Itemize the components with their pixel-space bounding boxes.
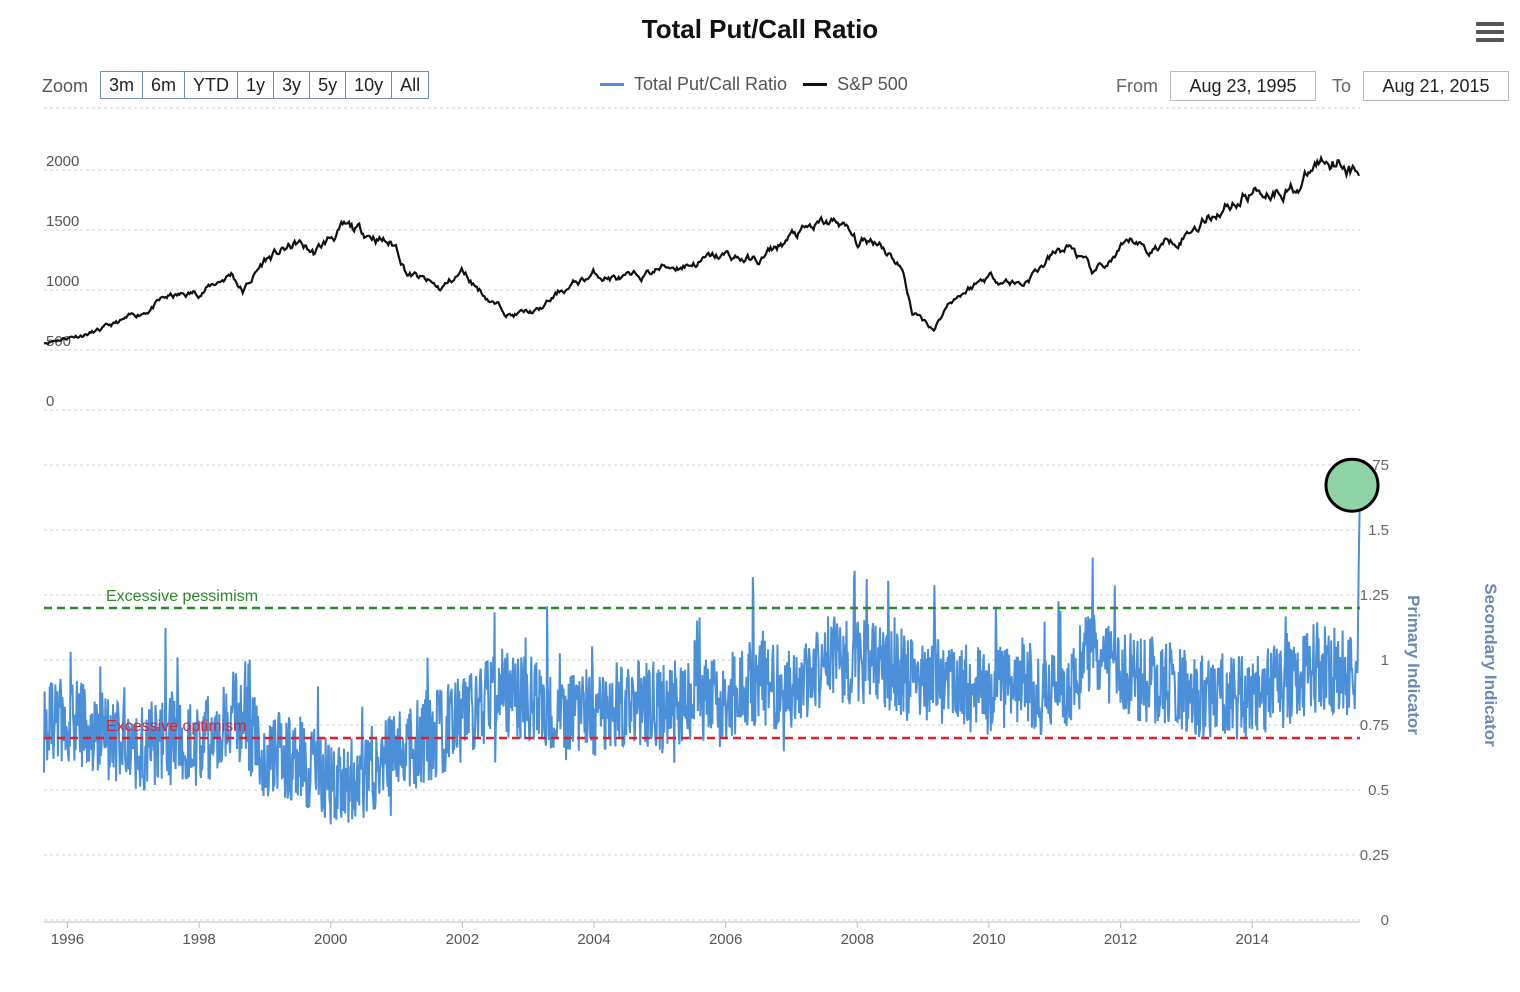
zoom-5y-button[interactable]: 5y	[310, 72, 347, 98]
zoom-all-button[interactable]: All	[392, 72, 429, 98]
menu-bar	[1476, 38, 1504, 42]
menu-bar	[1476, 22, 1504, 26]
zoom-6m-button[interactable]: 6m	[143, 72, 186, 98]
y-tick-label-ratio: 0.75	[1360, 717, 1389, 734]
y-tick-label-sp500: 1500	[46, 213, 79, 230]
chart-title: Total Put/Call Ratio	[641, 14, 879, 44]
y-tick-label-ratio: 0.25	[1360, 847, 1389, 864]
zoom-3y-button[interactable]: 3y	[274, 72, 311, 98]
x-tick-label: 2004	[577, 931, 610, 948]
zoom-1y-button[interactable]: 1y	[238, 72, 275, 98]
legend-item-put-call[interactable]: Total Put/Call Ratio	[600, 74, 787, 95]
legend-item-sp500[interactable]: S&P 500	[803, 74, 908, 95]
x-tick-label: 2008	[841, 931, 874, 948]
highlight-marker	[1324, 457, 1380, 513]
zoom-label: Zoom	[42, 76, 89, 96]
zoom-10y-button[interactable]: 10y	[346, 72, 393, 98]
from-date-input[interactable]: Aug 23, 1995	[1170, 71, 1316, 101]
x-tick-label: 2000	[314, 931, 347, 948]
legend-label-put-call: Total Put/Call Ratio	[634, 74, 788, 94]
zoom-ytd-button[interactable]: YTD	[185, 72, 239, 98]
menu-icon[interactable]	[1476, 22, 1504, 46]
y-tick-label-ratio: 0	[1381, 912, 1389, 929]
chart-legend: Total Put/Call Ratio S&P 500	[600, 74, 924, 95]
reference-line-label: Excessive optimism	[106, 718, 246, 735]
y-tick-label-sp500: 2000	[46, 153, 79, 170]
y-tick-label-ratio: 1	[1381, 652, 1389, 669]
grid-lines	[44, 107, 1360, 923]
x-tick-label: 2012	[1104, 931, 1137, 948]
from-label: From	[1116, 76, 1158, 96]
y-tick-label-sp500: 1000	[46, 273, 79, 290]
y-tick-label-ratio: 1.5	[1368, 522, 1389, 539]
y-tick-label-sp500: 0	[46, 393, 54, 410]
to-date-input[interactable]: Aug 21, 2015	[1363, 71, 1509, 101]
x-tick-label: 1998	[182, 931, 215, 948]
zoom-3m-button[interactable]: 3m	[101, 72, 144, 98]
x-tick-label: 2006	[709, 931, 742, 948]
reference-line-label: Excessive pessimism	[106, 588, 258, 605]
menu-bar	[1476, 30, 1504, 34]
x-tick-label: 2014	[1235, 931, 1268, 948]
x-axis: 1996 1998 2000 2002 2004 2006 2008 2010 2012 2014	[51, 922, 1269, 948]
y-tick-label-ratio: 0.5	[1368, 782, 1389, 799]
primary-axis-title: Primary Indicator	[1404, 595, 1423, 735]
legend-swatch-sp500	[803, 83, 828, 86]
legend-swatch-put-call	[600, 83, 624, 86]
y-tick-label-ratio: 1.25	[1360, 587, 1389, 604]
series-line-sp500	[43, 154, 1361, 346]
x-tick-label: 2010	[972, 931, 1005, 948]
zoom-button-group: 3m 6m YTD 1y 3y 5y 10y All	[100, 71, 430, 99]
legend-label-sp500: S&P 500	[837, 74, 908, 94]
x-tick-label: 2002	[446, 931, 479, 948]
to-label: To	[1332, 76, 1352, 96]
x-tick-label: 1996	[51, 931, 84, 948]
secondary-axis-title: Secondary Indicator	[1481, 583, 1500, 747]
series-line-put-call	[43, 483, 1361, 825]
